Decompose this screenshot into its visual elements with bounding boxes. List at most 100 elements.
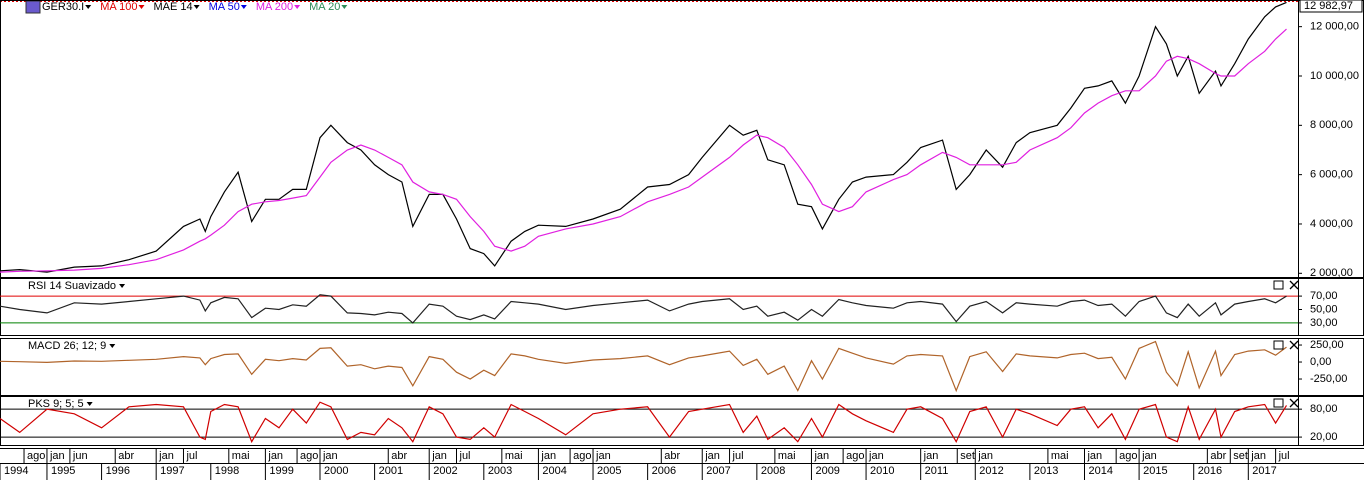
data-line [0, 294, 1287, 324]
x-month-label: mai [232, 450, 250, 462]
close-button[interactable] [1289, 280, 1299, 290]
legend-entry[interactable]: MAE 14 [154, 1, 193, 13]
x-month-label: abr [1210, 450, 1226, 462]
x-month-label: jan [813, 450, 829, 462]
x-year-label: 1994 [4, 465, 28, 477]
data-line [0, 401, 1288, 444]
x-year-label: 2003 [488, 465, 512, 477]
dropdown-arrow [119, 284, 126, 288]
y-tick-label: 80,00 [1310, 403, 1338, 415]
close-button[interactable] [1289, 340, 1299, 350]
x-year-label: 1999 [269, 465, 293, 477]
x-month-label: jan [158, 450, 174, 462]
x-month-label: jan [1141, 450, 1157, 462]
x-year-label: 2005 [597, 465, 621, 477]
x-month-label: mai [1051, 450, 1069, 462]
x-month-label: abr [118, 450, 134, 462]
x-year-label: 2004 [542, 465, 566, 477]
x-month-label: jan [540, 450, 556, 462]
x-month-label: jan [49, 450, 65, 462]
maximize-button[interactable] [1273, 398, 1284, 408]
x-month-label: ago [573, 450, 591, 462]
x-year-label: 2008 [761, 465, 785, 477]
x-month-label: ago [1119, 450, 1137, 462]
y-tick-label: 12 000,00 [1310, 21, 1359, 33]
x-month-label: ago [27, 450, 45, 462]
y-tick-label: 8 000,00 [1310, 119, 1353, 131]
y-tick-label: 70,00 [1310, 290, 1338, 302]
x-month-label: jan [431, 450, 447, 462]
x-year-label: 1995 [51, 465, 75, 477]
y-tick-label: 6 000,00 [1310, 169, 1353, 181]
legend-entry[interactable]: GER30.I [42, 1, 84, 13]
data-line [0, 2, 1287, 273]
x-year-label: 2000 [324, 465, 348, 477]
x-year-label: 2014 [1088, 465, 1112, 477]
x-month-label: jan [1250, 450, 1266, 462]
dropdown-arrow [86, 402, 93, 406]
close-button[interactable] [1289, 398, 1299, 408]
maximize-button[interactable] [1273, 280, 1284, 290]
x-month-label: abr [664, 450, 680, 462]
x-month-label: jul [185, 450, 197, 462]
maximize-button[interactable] [1273, 340, 1284, 350]
x-month-label: jan [923, 450, 939, 462]
last-value-box [1299, 0, 1363, 13]
panel-frame [0, 0, 1364, 278]
dropdown-arrow [85, 5, 92, 9]
x-year-label: 2017 [1252, 465, 1276, 477]
x-year-label: 2012 [979, 465, 1003, 477]
dropdown-arrow [341, 5, 348, 9]
x-year-label: 2002 [433, 465, 457, 477]
panel-title: MACD 26; 12; 9 [28, 340, 106, 352]
x-month-label: jan [267, 450, 283, 462]
dropdown-arrow [240, 5, 247, 9]
legend-entry[interactable]: MA 200 [256, 1, 293, 13]
y-tick-label: -250,00 [1310, 373, 1347, 385]
x-year-label: 2010 [870, 465, 894, 477]
dropdown-arrow [294, 5, 301, 9]
dropdown-arrow [109, 344, 116, 348]
legend-entry[interactable]: MA 50 [209, 1, 240, 13]
legend-entry[interactable]: MA 20 [309, 1, 340, 13]
panel-frame [0, 338, 1364, 396]
x-year-label: 2006 [652, 465, 676, 477]
panel-title: PKS 9; 5; 5 [28, 398, 84, 410]
x-month-label: jul [732, 450, 744, 462]
symbol-icon[interactable] [25, 0, 41, 14]
y-tick-label: 4 000,00 [1310, 218, 1353, 230]
dropdown-arrow [193, 5, 200, 9]
x-year-label: 2009 [815, 465, 839, 477]
x-year-label: 1998 [215, 465, 239, 477]
x-month-label: ago [300, 450, 318, 462]
last-value-label: 12 982,97 [1304, 0, 1353, 12]
x-month-label: jul [1278, 450, 1290, 462]
y-tick-label: 50,00 [1310, 303, 1338, 315]
x-year-label: 2001 [379, 465, 403, 477]
x-month-label: jan [1086, 450, 1102, 462]
x-year-label: 2007 [706, 465, 730, 477]
panel-title: RSI 14 Suavizado [28, 280, 116, 292]
x-year-label: 2015 [1143, 465, 1167, 477]
x-year-label: 2016 [1198, 465, 1222, 477]
x-month-label: set [1233, 450, 1248, 462]
x-month-label: abr [391, 450, 407, 462]
y-tick-label: 10 000,00 [1310, 70, 1359, 82]
x-month-label: ago [846, 450, 864, 462]
x-month-label: jul [459, 450, 471, 462]
x-month-label: jan [868, 450, 884, 462]
y-tick-label: 2 000,00 [1310, 267, 1353, 279]
y-tick-label: 0,00 [1310, 356, 1331, 368]
x-month-label: jan [595, 450, 611, 462]
x-year-label: 1996 [106, 465, 130, 477]
x-month-label: mai [778, 450, 796, 462]
y-tick-label: 30,00 [1310, 317, 1338, 329]
x-month-label: jan [704, 450, 720, 462]
dropdown-arrow [138, 5, 145, 9]
x-month-label: jun [72, 450, 88, 462]
y-tick-label: 250,00 [1310, 339, 1344, 351]
x-month-label: mai [505, 450, 523, 462]
x-month-label: set [960, 450, 975, 462]
legend-entry[interactable]: MA 100 [100, 1, 137, 13]
